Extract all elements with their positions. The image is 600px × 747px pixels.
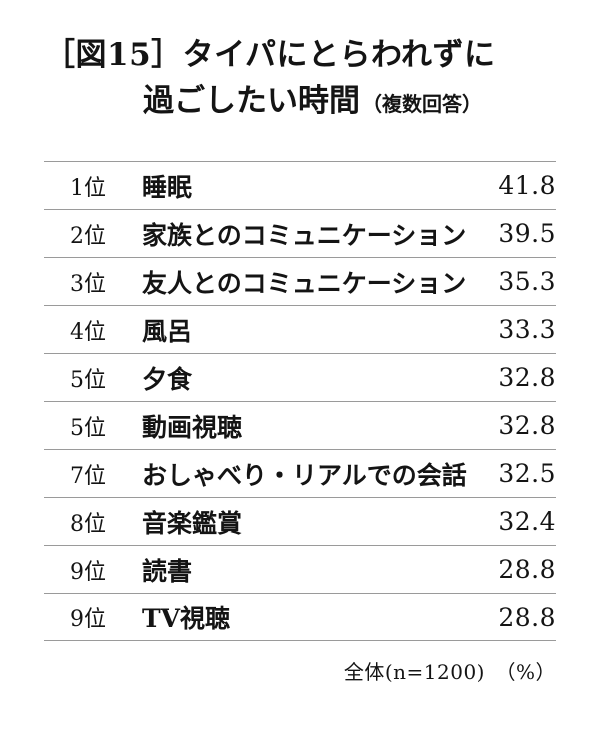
value-cell: 32.8: [498, 411, 556, 441]
value-cell: 28.8: [498, 555, 556, 585]
rank-cell: 5位: [70, 367, 106, 393]
table-row: 9位 読書 28.8: [44, 545, 556, 593]
footer-note: 全体(n=1200) （%）: [343, 660, 556, 685]
rank-cell: 2位: [70, 223, 106, 249]
rank-cell: 3位: [70, 271, 106, 297]
table-row: 5位 夕食 32.8: [44, 353, 556, 401]
item-cell: 読書: [142, 556, 193, 586]
item-cell: TV視聴: [142, 604, 231, 634]
table-row: 3位 友人とのコミュニケーション 35.3: [44, 257, 556, 305]
item-cell: 音楽鑑賞: [142, 508, 243, 538]
table-row: 9位 TV視聴 28.8: [44, 593, 556, 642]
ranking-table: 1位 睡眠 41.8 2位 家族とのコミュニケーション 39.5 3位 友人との…: [44, 161, 556, 642]
figure-title-line1: ［図15］タイパにとらわれずに: [44, 37, 496, 73]
value-cell: 33.3: [498, 315, 556, 345]
rank-cell: 7位: [70, 463, 106, 489]
figure-title-note: （複数回答）: [362, 91, 482, 116]
item-cell: 友人とのコミュニケーション: [142, 268, 467, 298]
value-cell: 35.3: [498, 267, 556, 297]
rank-cell: 4位: [70, 319, 106, 345]
rank-cell: 9位: [70, 607, 106, 633]
item-cell: 動画視聴: [142, 412, 243, 442]
value-cell: 32.4: [498, 507, 556, 537]
item-cell: 夕食: [142, 364, 193, 394]
value-cell: 39.5: [498, 219, 556, 249]
rank-cell: 8位: [70, 511, 106, 537]
rank-cell: 1位: [70, 175, 106, 201]
figure-title-line2-text: 過ごしたい時間: [143, 82, 360, 119]
table-row: 8位 音楽鑑賞 32.4: [44, 497, 556, 545]
table-row: 4位 風呂 33.3: [44, 305, 556, 353]
table-row: 7位 おしゃべり・リアルでの会話 32.5: [44, 449, 556, 497]
rank-cell: 5位: [70, 415, 106, 441]
rank-cell: 9位: [70, 559, 106, 585]
value-cell: 32.5: [498, 459, 556, 489]
value-cell: 41.8: [498, 171, 556, 201]
table-row: 5位 動画視聴 32.8: [44, 401, 556, 449]
item-cell: 風呂: [142, 316, 193, 346]
value-cell: 28.8: [498, 602, 556, 632]
value-cell: 32.8: [498, 363, 556, 393]
figure-title-line2: 過ごしたい時間 （複数回答）: [143, 82, 556, 122]
item-cell: 睡眠: [142, 172, 193, 202]
item-cell: おしゃべり・リアルでの会話: [142, 460, 467, 490]
table-row: 2位 家族とのコミュニケーション 39.5: [44, 209, 556, 257]
table-row: 1位 睡眠 41.8: [44, 161, 556, 209]
figure-title: ［図15］タイパにとらわれずに 過ごしたい時間 （複数回答）: [44, 36, 556, 121]
item-cell: 家族とのコミュニケーション: [142, 220, 467, 250]
